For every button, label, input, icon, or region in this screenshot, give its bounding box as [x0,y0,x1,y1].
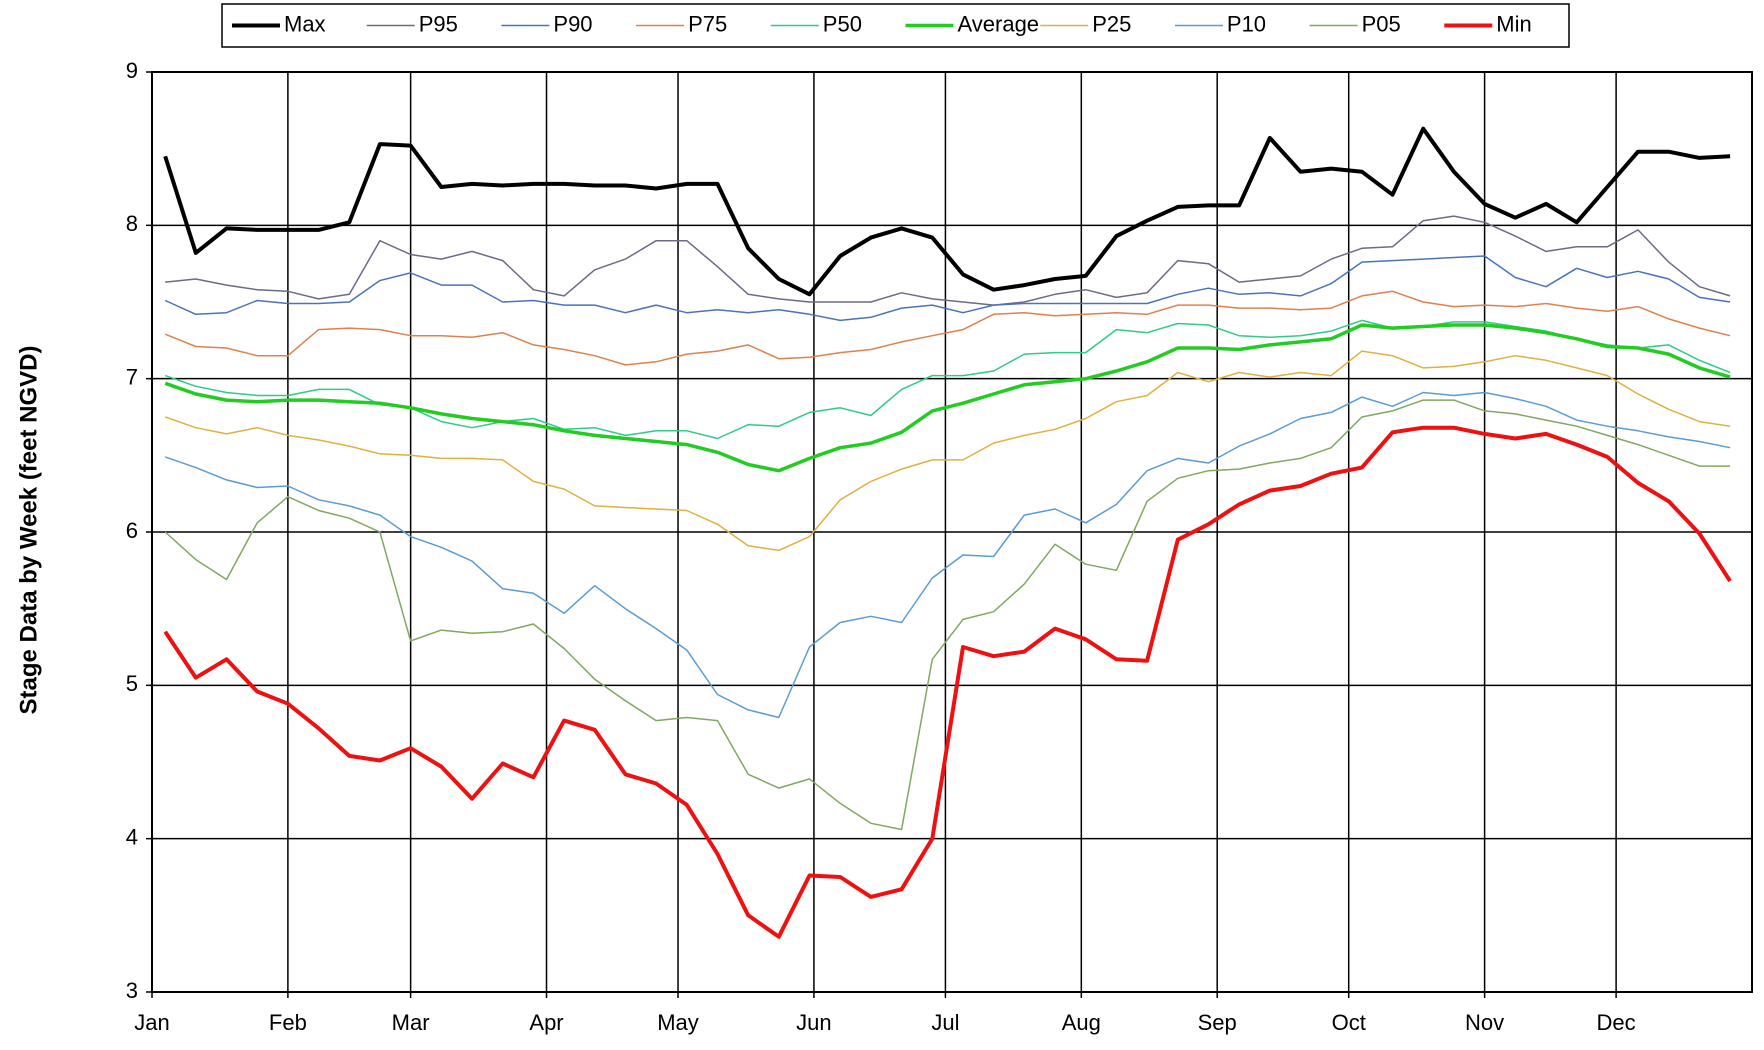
series-line [164,399,1731,831]
x-tick-label: Aug [1062,1010,1101,1035]
x-tick-label: Jun [796,1010,831,1035]
series-line [163,126,1731,297]
series-line [164,350,1731,552]
y-tick-label: 9 [126,58,138,83]
series-line [164,391,1731,719]
plot-frame [151,71,1753,993]
x-tick-label: Nov [1465,1010,1504,1035]
x-tick-label: Jul [931,1010,959,1035]
y-axis-label: Stage Data by Week (feet NGVD) [15,346,42,715]
legend-label: P10 [1227,11,1266,36]
legend-label: P90 [553,11,592,36]
series-line [164,319,1731,440]
x-tick-label: Apr [529,1010,563,1035]
x-tick-label: Mar [392,1010,430,1035]
x-tick-label: Sep [1198,1010,1237,1035]
legend-label: Max [284,11,326,36]
legend-label: Average [958,11,1040,36]
y-tick-label: 8 [126,211,138,236]
series-line [164,323,1731,473]
legend-label: Min [1496,11,1531,36]
x-tick-label: Dec [1597,1010,1636,1035]
legend-label: P75 [688,11,727,36]
x-tick-label: Feb [269,1010,307,1035]
y-tick-label: 6 [126,518,138,543]
series-line [164,255,1731,322]
y-tick-label: 7 [126,364,138,389]
y-tick-label: 3 [126,978,138,1003]
series-line [163,425,1732,939]
legend-label: P05 [1362,11,1401,36]
x-tick-label: May [657,1010,699,1035]
series-line [164,290,1731,366]
legend-label: P95 [419,11,458,36]
series-line [165,215,1731,306]
legend-label: P50 [823,11,862,36]
y-tick-label: 4 [126,824,138,849]
y-tick-label: 5 [126,671,138,696]
x-tick-label: Jan [134,1010,169,1035]
x-tick-label: Oct [1332,1010,1366,1035]
legend-label: P25 [1092,11,1131,36]
